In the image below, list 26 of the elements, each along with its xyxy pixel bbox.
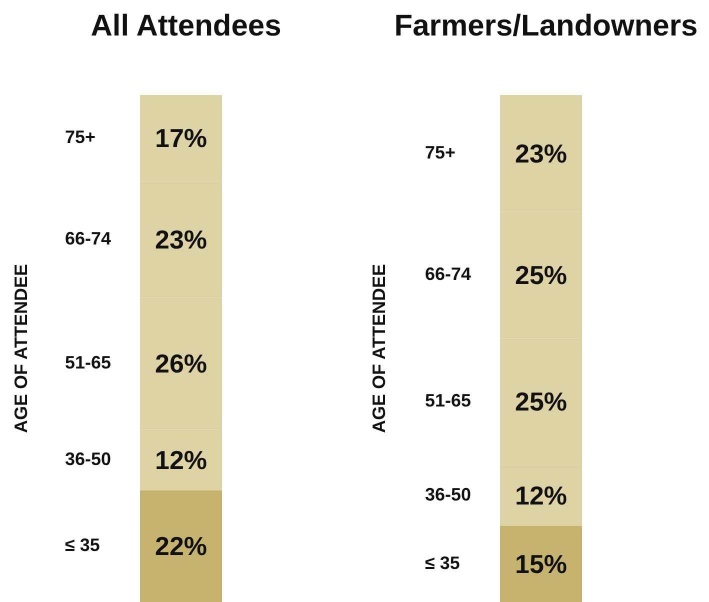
series-label: 51-65: [425, 390, 472, 411]
data-label: 26%: [154, 348, 208, 379]
bar: [500, 526, 582, 602]
data-label: 25%: [514, 260, 568, 290]
series-label: 66-74: [425, 264, 472, 284]
y-axis-title: AGE OF ATTENDEE: [11, 264, 31, 434]
data-label: 12%: [514, 480, 568, 511]
chart-title: Farmers/Landowners: [394, 10, 698, 42]
data-label: 23%: [514, 138, 568, 168]
data-label: 17%: [154, 123, 208, 154]
y-axis-title: AGE OF ATTENDEE: [369, 264, 389, 434]
text: ≤ 35: [425, 552, 460, 573]
data-label: 23%: [154, 224, 208, 254]
data-label: 12%: [154, 445, 208, 476]
data-label: 15%: [514, 548, 568, 579]
text: 75+: [425, 142, 456, 162]
data-label: 25%: [514, 386, 568, 417]
series-label: 36-50: [425, 484, 472, 505]
series-label: 36-50: [65, 449, 112, 470]
text: 75+: [65, 127, 96, 148]
series-label: 51-65: [65, 352, 112, 373]
text: ≤ 35: [65, 535, 100, 556]
data-label: 22%: [154, 531, 208, 562]
bar: [140, 490, 222, 602]
chart-title: All Attendees: [90, 10, 282, 42]
series-label: 66-74: [65, 228, 112, 248]
